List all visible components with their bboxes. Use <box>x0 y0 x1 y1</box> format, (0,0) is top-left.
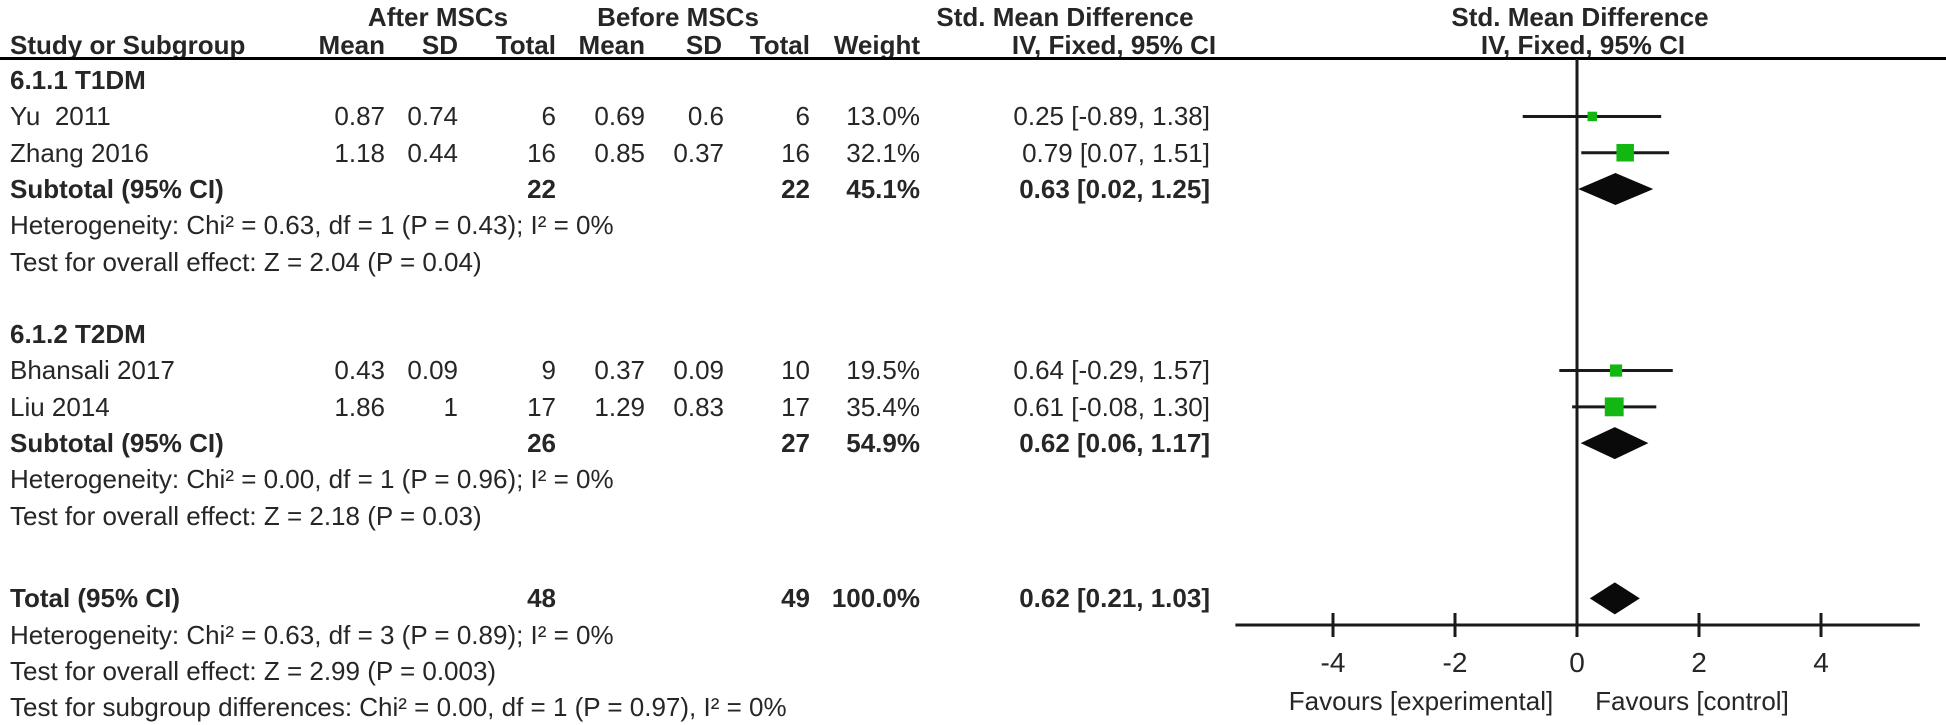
weight-cell: 35.4% <box>846 391 920 422</box>
ci-cell: 0.62 [0.21, 1.03] <box>1019 583 1210 614</box>
after-total-cell: 6 <box>541 101 556 132</box>
after-total-cell: 16 <box>527 137 556 168</box>
subtotal-label: Subtotal (95% CI) <box>10 173 224 204</box>
forest-row-study: Zhang 2016 1.18 0.44 16 0.85 0.37 16 32.1% 0.79 … <box>0 135 1946 171</box>
col-header-study: Study or Subgroup <box>10 30 246 60</box>
before-mean-cell: 0.69 <box>594 101 645 132</box>
after-sd-cell: 0.74 <box>407 101 458 132</box>
overall-effect-text: Test for overall effect: Z = 2.04 (P = 0… <box>10 246 482 277</box>
forest-row-note: Test for overall effect: Z = 2.18 (P = 0… <box>0 498 1946 534</box>
heterogeneity-text: Heterogeneity: Chi² = 0.63, df = 3 (P = … <box>10 619 614 650</box>
group-header-after: After MSCs <box>367 2 509 32</box>
smd-header-right: Std. Mean Difference <box>1451 2 1709 32</box>
before-sd-cell: 0.37 <box>673 137 724 168</box>
after-sd-cell: 0.09 <box>407 355 458 386</box>
ci-cell: 0.62 [0.06, 1.17] <box>1019 428 1210 458</box>
forest-row-group: 6.1.1 T1DM <box>0 62 1946 98</box>
subtotal-label: Subtotal (95% CI) <box>10 428 224 458</box>
after-total-cell: 17 <box>527 391 556 422</box>
after-mean-cell: 1.18 <box>334 137 385 168</box>
after-sd-cell: 0.44 <box>407 137 458 168</box>
weight-cell: 19.5% <box>846 355 920 386</box>
after-total-cell: 9 <box>541 355 556 386</box>
study-name-cell: Liu 2014 <box>10 391 110 422</box>
col-header-weight: Weight <box>833 30 920 60</box>
before-total-cell: 49 <box>781 583 810 614</box>
col-header-total-before: Total <box>749 30 810 60</box>
weight-cell: 45.1% <box>846 173 920 204</box>
ci-cell: 0.64 [-0.29, 1.57] <box>1013 355 1210 386</box>
header-divider-line <box>0 57 1946 60</box>
col-header-sd-after: SD <box>421 30 458 60</box>
forest-row-note: Heterogeneity: Chi² = 0.63, df = 1 (P = … <box>0 207 1946 243</box>
before-mean-cell: 1.29 <box>594 391 645 422</box>
before-total-cell: 16 <box>781 137 810 168</box>
forest-row-total: Total (95% CI) 48 49 100.0% 0.62 [0.21, 1.03… <box>0 580 1946 616</box>
before-total-cell: 17 <box>781 391 810 422</box>
col-header-sd-before: SD <box>685 30 722 60</box>
study-name-cell: Bhansali 2017 <box>10 355 175 386</box>
overall-effect-text: Test for overall effect: Z = 2.99 (P = 0… <box>10 655 497 686</box>
forest-row-note: Heterogeneity: Chi² = 0.00, df = 1 (P = … <box>0 461 1946 497</box>
after-mean-cell: 0.87 <box>334 101 385 132</box>
col-header-total-after: Total <box>495 30 556 60</box>
after-total-cell: 48 <box>527 583 556 614</box>
weight-cell: 54.9% <box>846 428 920 458</box>
forest-row-note: Heterogeneity: Chi² = 0.63, df = 3 (P = … <box>0 617 1946 653</box>
after-mean-cell: 1.86 <box>334 391 385 422</box>
study-name-cell: Zhang 2016 <box>10 137 149 168</box>
ci-cell: 0.63 [0.02, 1.25] <box>1019 173 1210 204</box>
weight-cell: 100.0% <box>831 583 920 614</box>
overall-effect-text: Test for overall effect: Z = 2.18 (P = 0… <box>10 500 482 531</box>
heterogeneity-text: Heterogeneity: Chi² = 0.00, df = 1 (P = … <box>10 464 614 495</box>
subgroup-label: 6.1.2 T2DM <box>10 319 146 350</box>
before-sd-cell: 0.83 <box>673 391 724 422</box>
before-total-cell: 6 <box>795 101 810 132</box>
before-total-cell: 10 <box>781 355 810 386</box>
col-header-mean-after: Mean <box>318 30 385 60</box>
total-label: Total (95% CI) <box>10 583 180 614</box>
after-total-cell: 26 <box>527 428 556 458</box>
before-total-cell: 27 <box>781 428 810 458</box>
ci-cell: 0.61 [-0.08, 1.30] <box>1013 391 1210 422</box>
group-header-before: Before MSCs <box>597 2 759 32</box>
after-mean-cell: 0.43 <box>334 355 385 386</box>
before-total-cell: 22 <box>781 173 810 204</box>
col-header-mean-before: Mean <box>578 30 645 60</box>
weight-cell: 13.0% <box>846 101 920 132</box>
before-mean-cell: 0.37 <box>594 355 645 386</box>
after-total-cell: 22 <box>527 173 556 204</box>
forest-row-subtotal: Subtotal (95% CI) 26 27 54.9% 0.62 [0.06, 1.… <box>0 425 1946 461</box>
ci-cell: 0.25 [-0.89, 1.38] <box>1013 101 1210 132</box>
subgroup-label: 6.1.1 T1DM <box>10 65 146 95</box>
smd-header-left: Std. Mean Difference <box>936 2 1194 32</box>
forest-row-note: Test for overall effect: Z = 2.99 (P = 0… <box>0 653 1946 689</box>
forest-row-note: Test for overall effect: Z = 2.04 (P = 0… <box>0 244 1946 280</box>
forest-row-group: 6.1.2 T2DM <box>0 316 1946 352</box>
after-sd-cell: 1 <box>443 391 458 422</box>
forest-row-subtotal: Subtotal (95% CI) 22 22 45.1% 0.63 [0.02, 1.… <box>0 171 1946 207</box>
col-header-ci-right: IV, Fixed, 95% CI <box>1480 30 1686 60</box>
forest-row-note: Test for subgroup differences: Chi² = 0.… <box>0 689 1946 725</box>
study-name-cell: Yu 2011 <box>10 101 111 132</box>
ci-cell: 0.79 [0.07, 1.51] <box>1022 137 1210 168</box>
col-header-ci-left: IV, Fixed, 95% CI <box>1011 30 1217 60</box>
before-sd-cell: 0.09 <box>673 355 724 386</box>
forest-row-study: Yu 2011 0.87 0.74 6 0.69 0.6 6 13.0% 0.25 [-0.89… <box>0 98 1946 134</box>
before-mean-cell: 0.85 <box>594 137 645 168</box>
forest-row-study: Liu 2014 1.86 1 17 1.29 0.83 17 35.4% 0.61 [-0.0… <box>0 389 1946 425</box>
subgroup-differences-text: Test for subgroup differences: Chi² = 0.… <box>10 692 787 723</box>
heterogeneity-text: Heterogeneity: Chi² = 0.63, df = 1 (P = … <box>10 210 614 241</box>
forest-row-study: Bhansali 2017 0.43 0.09 9 0.37 0.09 10 19.5% 0.6… <box>0 352 1946 388</box>
weight-cell: 32.1% <box>846 137 920 168</box>
before-sd-cell: 0.6 <box>687 101 724 132</box>
